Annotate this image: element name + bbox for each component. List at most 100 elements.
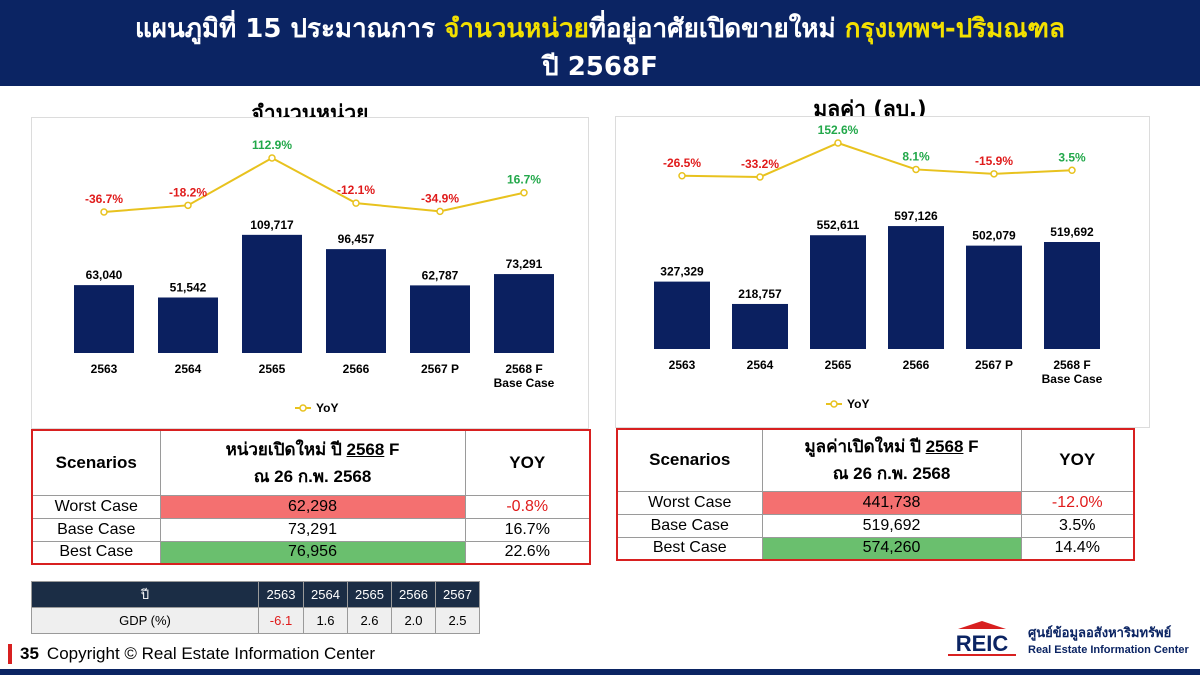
yoy-label: 3.5% bbox=[1058, 150, 1086, 164]
bar bbox=[888, 226, 944, 349]
data-label: 519,692 bbox=[1050, 225, 1094, 239]
scenario-value: 519,692 bbox=[761, 513, 1022, 538]
yoy-marker bbox=[436, 207, 444, 216]
table-row: Worst Case 441,738 -12.0% bbox=[616, 490, 1135, 515]
value-table-header-scenarios: Scenarios bbox=[616, 428, 763, 492]
value-table-header-main: มูลค่าเปิดใหม่ ปี 2568 F ณ 26 ก.พ. 2568 bbox=[761, 428, 1022, 492]
logo-english-name: Real Estate Information Center bbox=[1028, 644, 1189, 656]
table-row: Base Case 73,291 16.7% bbox=[31, 517, 591, 542]
table-row: Base Case 519,692 3.5% bbox=[616, 513, 1135, 538]
scenario-name: Best Case bbox=[31, 540, 161, 565]
value-chart-panel: 327,329 2563 218,757 2564 552,611 2565 597,126… bbox=[615, 116, 1150, 428]
bar bbox=[494, 274, 554, 353]
units-chart: 63,040 2563 51,542 2564 109,717 2565 96,457 256… bbox=[74, 138, 555, 415]
units-scenario-table: Scenarios หน่วยเปิดใหม่ ปี 2568 F ณ 26 ก… bbox=[31, 429, 591, 565]
scenario-value: 76,956 bbox=[159, 540, 466, 565]
data-label: 51,542 bbox=[170, 280, 207, 294]
x-tick-label: Base Case bbox=[1042, 372, 1103, 386]
scenario-value: 441,738 bbox=[761, 490, 1022, 515]
value-header-text: มูลค่าเปิดใหม่ ปี bbox=[804, 437, 926, 457]
units-header-text: หน่วยเปิดใหม่ ปี bbox=[225, 439, 347, 459]
scenario-yoy: 16.7% bbox=[464, 517, 591, 542]
gdp-year: 2567 bbox=[435, 581, 480, 608]
gdp-value: 2.0 bbox=[391, 607, 436, 634]
yoy-marker bbox=[1068, 166, 1076, 175]
table-row: Best Case 76,956 22.6% bbox=[31, 540, 591, 565]
units-table-header-scenarios: Scenarios bbox=[31, 429, 161, 496]
scenario-yoy: 3.5% bbox=[1020, 513, 1135, 538]
table-row: Worst Case 62,298 -0.8% bbox=[31, 494, 591, 519]
data-label: 218,757 bbox=[738, 287, 782, 301]
data-label: 63,040 bbox=[86, 268, 123, 282]
yoy-marker bbox=[352, 199, 360, 207]
value-header-suffix: F bbox=[963, 437, 979, 457]
data-label: 597,126 bbox=[894, 209, 938, 223]
gdp-value: -6.1 bbox=[258, 607, 304, 634]
header-text-2: ที่อยู่อาศัยเปิดขายใหม่ bbox=[588, 14, 845, 44]
data-label: 552,611 bbox=[817, 218, 860, 232]
yoy-marker bbox=[520, 188, 528, 197]
legend-label: YoY bbox=[847, 397, 869, 411]
header-title-line1: แผนภูมิที่ 15 ประมาณการ จำนวนหน่วยที่อยู… bbox=[0, 8, 1200, 49]
logo-mark-text: REIC bbox=[956, 631, 1009, 656]
units-header-date: ณ 26 ก.พ. 2568 bbox=[253, 466, 372, 486]
bar bbox=[654, 281, 710, 349]
header-highlight-region: กรุงเทพฯ-ปริมณฑล bbox=[844, 14, 1065, 44]
gdp-value: 2.6 bbox=[347, 607, 392, 634]
scenario-name: Worst Case bbox=[616, 490, 763, 515]
copyright-text: Copyright © Real Estate Information Cent… bbox=[46, 644, 376, 663]
x-tick-label: 2568 F bbox=[1053, 358, 1090, 372]
scenario-name: Base Case bbox=[31, 517, 161, 542]
data-label: 96,457 bbox=[338, 232, 375, 246]
units-table-header-yoy: YOY bbox=[464, 429, 591, 496]
scenario-name: Worst Case bbox=[31, 494, 161, 519]
bar bbox=[810, 235, 866, 349]
bar bbox=[1044, 242, 1100, 349]
data-label: 62,787 bbox=[422, 268, 459, 282]
data-label: 502,079 bbox=[972, 229, 1016, 243]
yoy-marker bbox=[990, 170, 998, 178]
units-chart-panel: 63,040 2563 51,542 2564 109,717 2565 96,457 256… bbox=[31, 117, 589, 429]
legend-marker bbox=[299, 404, 307, 412]
yoy-label: 112.9% bbox=[252, 138, 292, 152]
yoy-label: 152.6% bbox=[818, 123, 859, 137]
yoy-label: 16.7% bbox=[507, 173, 541, 187]
x-tick-label: 2566 bbox=[343, 362, 370, 376]
value-chart: 327,329 2563 218,757 2564 552,611 2565 597,126… bbox=[654, 123, 1103, 411]
scenario-yoy: 14.4% bbox=[1020, 536, 1135, 561]
yoy-label: -34.9% bbox=[421, 191, 459, 205]
scenario-yoy: -12.0% bbox=[1020, 490, 1135, 515]
legend-marker bbox=[830, 400, 838, 408]
bar bbox=[74, 285, 134, 353]
yoy-label: 8.1% bbox=[902, 149, 930, 163]
yoy-line bbox=[681, 141, 1073, 179]
x-tick-label: Base Case bbox=[494, 376, 555, 390]
yoy-label: -33.2% bbox=[741, 157, 779, 171]
logo-thai-name: ศูนย์ข้อมูลอสังหาริมทรัพย์ bbox=[1028, 626, 1172, 641]
header-text-1: แผนภูมิที่ 15 ประมาณการ bbox=[135, 14, 445, 44]
units-header-suffix: F bbox=[384, 439, 400, 459]
x-tick-label: 2565 bbox=[259, 362, 286, 376]
x-tick-label: 2568 F bbox=[505, 362, 542, 376]
yoy-marker bbox=[756, 173, 764, 181]
footer-accent-bar bbox=[8, 644, 12, 664]
scenario-name: Best Case bbox=[616, 536, 763, 561]
yoy-label: -12.1% bbox=[337, 183, 375, 197]
scenario-value: 574,260 bbox=[761, 536, 1022, 561]
yoy-marker bbox=[184, 201, 192, 210]
header-title-line2: ปี 2568F bbox=[542, 52, 658, 82]
yoy-marker bbox=[100, 208, 108, 216]
yoy-label: -15.9% bbox=[975, 154, 1013, 168]
x-tick-label: 2564 bbox=[175, 362, 202, 376]
x-tick-label: 2567 P bbox=[975, 358, 1013, 372]
page-header: แผนภูมิที่ 15 ประมาณการ จำนวนหน่วยที่อยู… bbox=[0, 0, 1200, 86]
bar bbox=[326, 249, 386, 353]
yoy-label: -18.2% bbox=[169, 185, 207, 199]
scenario-value: 73,291 bbox=[159, 517, 466, 542]
data-label: 327,329 bbox=[660, 265, 704, 279]
x-tick-label: 2566 bbox=[903, 358, 930, 372]
data-label: 73,291 bbox=[506, 257, 543, 271]
value-table-header-yoy: YOY bbox=[1020, 428, 1135, 492]
footer: 35 Copyright © Real Estate Information Ce… bbox=[20, 644, 375, 664]
header-highlight-units: จำนวนหน่วย bbox=[444, 14, 589, 44]
